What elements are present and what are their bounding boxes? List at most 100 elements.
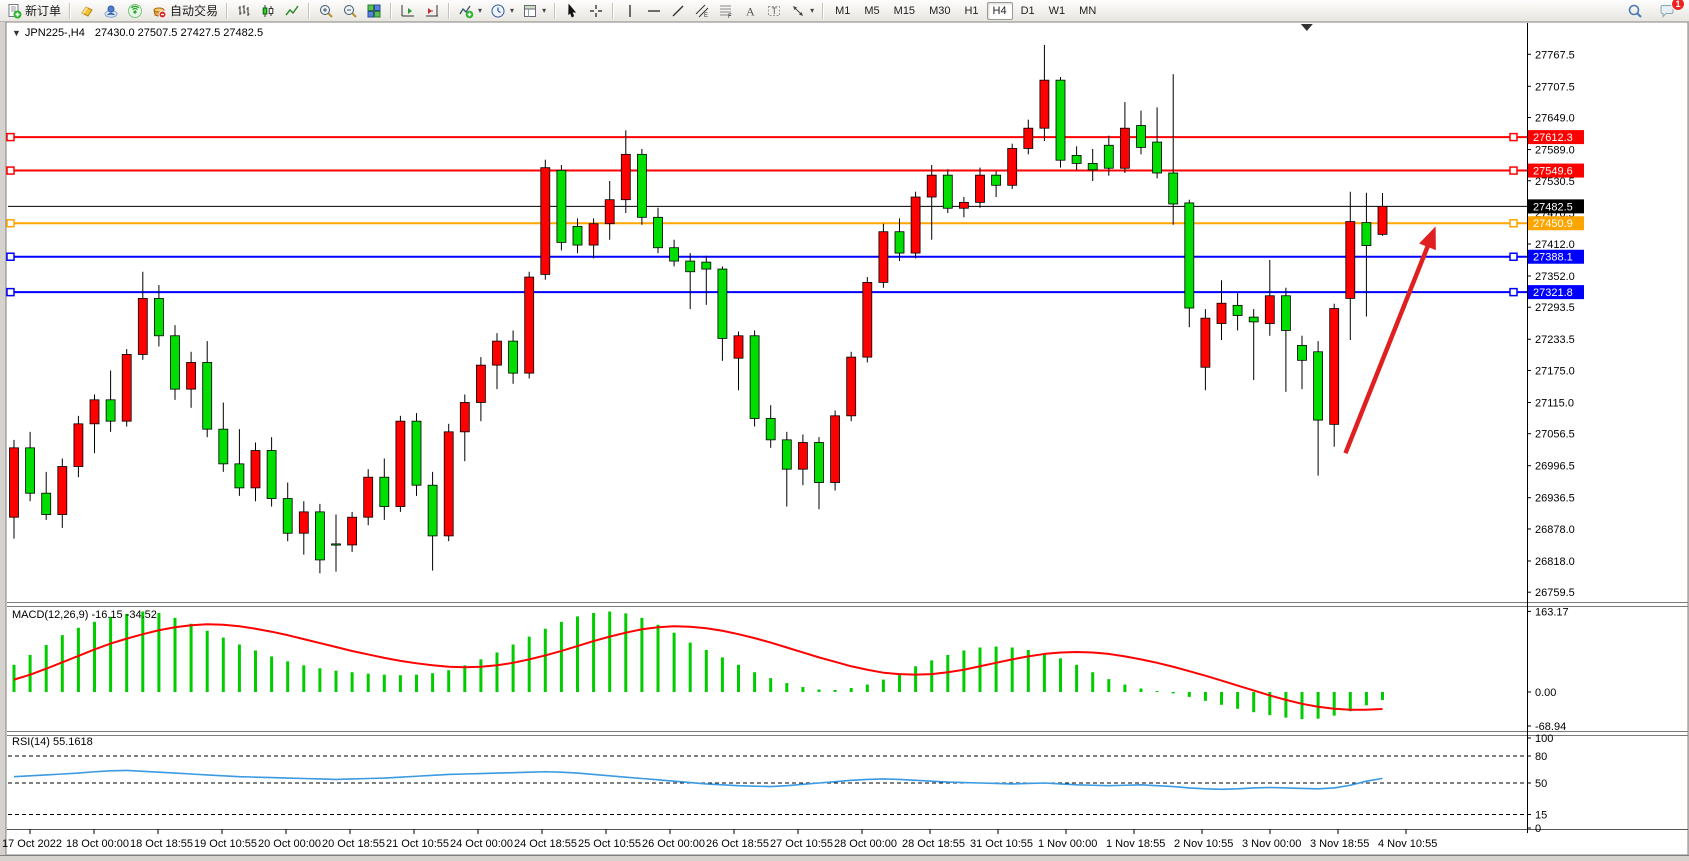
timeframe-W1-button[interactable]: W1 — [1048, 4, 1066, 17]
candle-body — [331, 543, 341, 546]
community-icon — [104, 5, 118, 18]
equidistant-channel-button[interactable]: E — [690, 0, 714, 22]
x-tick-label: 28 Oct 00:00 — [834, 838, 897, 850]
candle-body — [846, 356, 857, 417]
y-tick-label: 27293.5 — [1535, 302, 1575, 314]
hline-handle[interactable] — [6, 132, 15, 142]
timeframe-D1-button[interactable]: D1 — [1020, 4, 1035, 17]
timeframe-MN-button[interactable]: MN — [1079, 4, 1097, 17]
tile-windows-icon — [367, 4, 381, 17]
candle-body — [105, 399, 116, 422]
crosshair-icon — [590, 4, 603, 17]
hline-handle[interactable] — [6, 287, 15, 297]
new-order-button[interactable]: 新订单 — [2, 0, 65, 22]
arrows-icon — [793, 5, 804, 16]
candle-body — [89, 399, 100, 425]
ohlc-values: 27430.0 27507.5 27427.5 27482.5 — [94, 27, 264, 39]
chart-shift-marker[interactable] — [1300, 24, 1313, 31]
signals-icon — [128, 3, 143, 18]
text-label-button[interactable]: T — [762, 0, 786, 22]
text-icon: A — [746, 4, 755, 18]
x-tick-label: 18 Oct 00:00 — [66, 838, 129, 850]
vertical-line-button[interactable] — [618, 0, 642, 22]
timeframe-M15-button[interactable]: M15 — [893, 4, 916, 17]
trend-arrow-line[interactable] — [1343, 238, 1433, 455]
time-axis-area[interactable] — [7, 830, 1527, 854]
timeframe-H4-button[interactable]: H4 — [986, 1, 1013, 20]
price-axis-area[interactable] — [1528, 23, 1688, 830]
candle-body — [427, 484, 438, 537]
zoom-in-button[interactable] — [314, 0, 338, 22]
hline-handle[interactable] — [1509, 252, 1518, 261]
hline-handle[interactable] — [1509, 287, 1518, 297]
dropdown-caret-icon[interactable]: ▾ — [510, 6, 515, 15]
x-tick-label: 24 Oct 18:55 — [514, 838, 577, 850]
cursor-button[interactable] — [560, 0, 584, 22]
one-click-trading-toggle[interactable]: ▼ — [12, 28, 21, 38]
text-button[interactable]: A — [738, 0, 762, 22]
x-tick-label: 24 Oct 00:00 — [450, 838, 513, 850]
candle-body — [894, 231, 905, 254]
candle-body — [1377, 205, 1388, 235]
arrows-button[interactable]: ▾ — [786, 0, 818, 22]
search-button[interactable] — [1623, 0, 1647, 22]
chart-shift-button[interactable] — [420, 0, 444, 22]
hline-handle[interactable] — [1509, 132, 1518, 142]
candle-body — [363, 476, 374, 518]
dropdown-caret-icon[interactable]: ▾ — [542, 6, 547, 15]
zoom-out-button[interactable] — [338, 0, 362, 22]
line-chart-button[interactable] — [280, 0, 304, 22]
crosshair-button[interactable] — [584, 0, 608, 22]
notifications-button[interactable]: 1 — [1655, 0, 1685, 22]
hline-handle[interactable] — [1509, 166, 1518, 175]
trend-arrow-head[interactable] — [1419, 226, 1436, 251]
y-tick-label: 26936.5 — [1535, 493, 1575, 505]
candle-body — [1200, 317, 1211, 368]
timeframe-H1-button[interactable]: H1 — [964, 4, 979, 17]
timeframe-M5-button[interactable]: M5 — [864, 4, 880, 17]
bar-chart-button[interactable] — [232, 0, 256, 22]
symbol-period-label: JPN225-,H4 — [24, 27, 85, 39]
toolbar-separator — [226, 2, 229, 19]
candle-body — [942, 174, 953, 209]
dropdown-caret-icon[interactable]: ▾ — [478, 6, 483, 15]
x-tick-label: 3 Nov 00:00 — [1242, 838, 1301, 850]
hline-handle[interactable] — [6, 218, 15, 228]
x-tick-label: 25 Oct 10:55 — [578, 838, 641, 850]
toolbar-separator — [554, 2, 557, 19]
horizontal-line-button[interactable] — [642, 0, 666, 22]
timeframe-M30-button[interactable]: M30 — [929, 4, 951, 17]
vertical-line-icon — [629, 4, 631, 17]
market-button[interactable] — [75, 0, 99, 22]
fibonacci-button[interactable]: F — [714, 0, 738, 22]
candle-body — [556, 169, 567, 243]
trendline-button[interactable] — [666, 0, 690, 22]
x-tick-label: 1 Nov 00:00 — [1038, 838, 1097, 850]
candle-body — [814, 442, 824, 483]
candle-body — [701, 261, 712, 270]
templates-button[interactable]: ▾ — [518, 0, 550, 22]
auto-scroll-button[interactable] — [396, 0, 420, 22]
tile-windows-button[interactable] — [362, 0, 386, 22]
periods-button[interactable]: ▾ — [486, 0, 518, 22]
timeframe-M1-button[interactable]: M1 — [835, 4, 851, 17]
signals-button[interactable] — [123, 0, 147, 22]
indicators-button[interactable]: ▾ — [454, 0, 486, 22]
candle-body — [1103, 144, 1114, 169]
candlestick-chart-button[interactable] — [256, 0, 280, 22]
zoom-in-icon — [320, 4, 333, 18]
autotrading-button[interactable]: 自动交易 — [147, 0, 222, 22]
price-badge — [1528, 285, 1584, 300]
community-button[interactable] — [99, 0, 123, 22]
candle-body — [669, 247, 679, 262]
hline-handle[interactable] — [6, 252, 15, 261]
toolbar-separator — [822, 2, 825, 19]
hline-handle[interactable] — [1509, 218, 1518, 228]
candle-body — [508, 340, 519, 374]
candle-body — [749, 335, 760, 419]
hline-handle[interactable] — [6, 166, 15, 175]
trendline-icon — [672, 5, 684, 16]
dropdown-caret-icon[interactable]: ▾ — [810, 6, 815, 15]
toolbar-separator — [390, 2, 393, 19]
candle-body — [1281, 295, 1291, 331]
